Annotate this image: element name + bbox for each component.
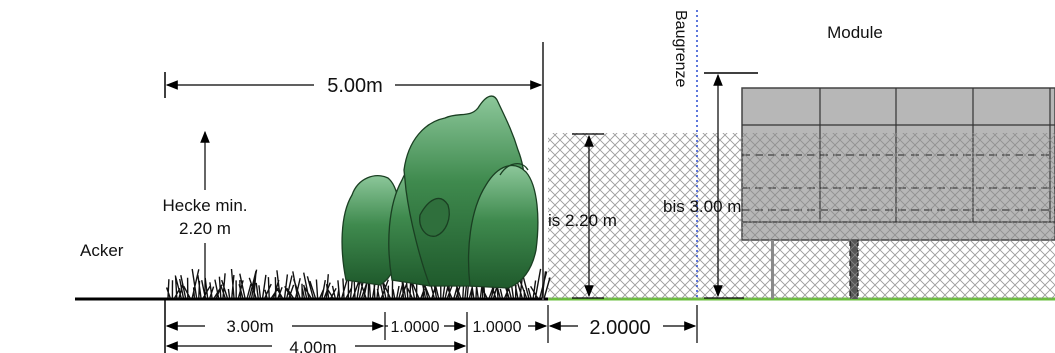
field-label: Acker: [80, 241, 124, 260]
module-height-label: bis 3.00 m: [663, 197, 741, 216]
dim-total-width-label: 5.00m: [327, 75, 383, 97]
dim-gap-to-boundary-label: 2.0000: [589, 317, 650, 339]
hedge-shrubs: [341, 95, 539, 289]
hedge-min-height-label-line2: 2.20 m: [179, 219, 231, 238]
fence-height-label: is 2.20 m: [548, 211, 617, 230]
hedge-min-height-label-line1: Hecke min.: [162, 196, 247, 215]
dim-lower-total-label: 4.00m: [289, 338, 336, 353]
dim-strip-b-label: 1.0000: [473, 319, 522, 336]
fence-mesh: [548, 133, 1055, 299]
dim-hedge-strip-label: 3.00m: [226, 317, 273, 336]
dim-strip-a-label: 1.0000: [391, 319, 440, 336]
module-label: Module: [827, 23, 883, 42]
building-boundary-label: Baugrenze: [672, 10, 689, 87]
